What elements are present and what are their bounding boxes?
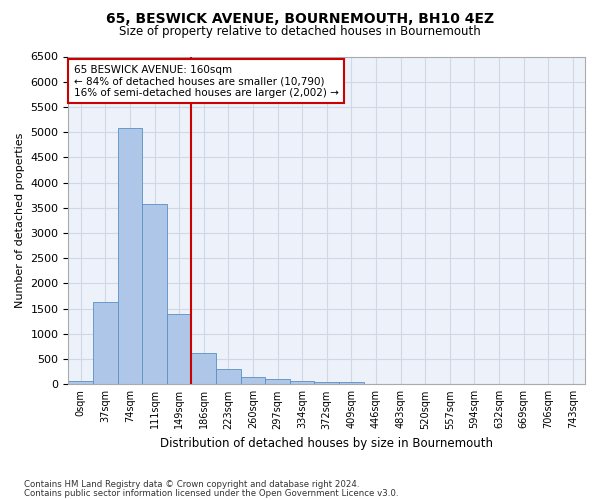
- Bar: [290, 380, 314, 384]
- Text: Size of property relative to detached houses in Bournemouth: Size of property relative to detached ho…: [119, 25, 481, 38]
- Text: Contains public sector information licensed under the Open Government Licence v3: Contains public sector information licen…: [24, 489, 398, 498]
- Text: 65, BESWICK AVENUE, BOURNEMOUTH, BH10 4EZ: 65, BESWICK AVENUE, BOURNEMOUTH, BH10 4E…: [106, 12, 494, 26]
- Bar: [118, 128, 142, 384]
- Bar: [241, 376, 265, 384]
- Bar: [93, 302, 118, 384]
- Bar: [265, 380, 290, 384]
- Bar: [314, 382, 339, 384]
- Y-axis label: Number of detached properties: Number of detached properties: [15, 132, 25, 308]
- Bar: [191, 353, 216, 384]
- Bar: [216, 369, 241, 384]
- Text: Contains HM Land Registry data © Crown copyright and database right 2024.: Contains HM Land Registry data © Crown c…: [24, 480, 359, 489]
- Bar: [167, 314, 191, 384]
- Text: 65 BESWICK AVENUE: 160sqm
← 84% of detached houses are smaller (10,790)
16% of s: 65 BESWICK AVENUE: 160sqm ← 84% of detac…: [74, 64, 338, 98]
- Bar: [142, 204, 167, 384]
- X-axis label: Distribution of detached houses by size in Bournemouth: Distribution of detached houses by size …: [160, 437, 493, 450]
- Bar: [339, 382, 364, 384]
- Bar: [68, 380, 93, 384]
